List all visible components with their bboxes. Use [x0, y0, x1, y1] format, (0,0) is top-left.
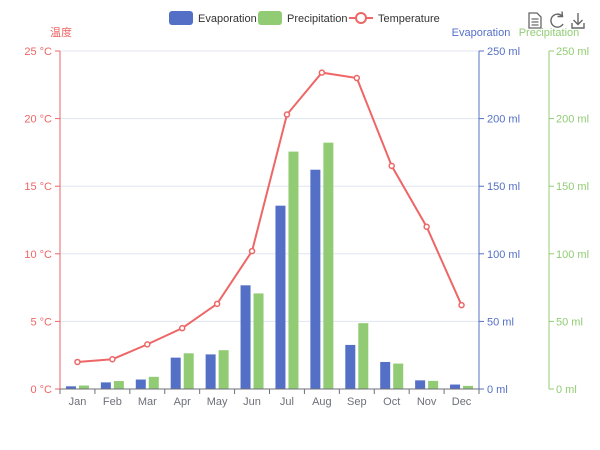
precipitation-tick-label: 250 ml — [556, 46, 589, 58]
point-temperature-apr[interactable] — [178, 324, 186, 332]
x-tick-label: Jun — [243, 396, 261, 408]
bar-precipitation-dec[interactable] — [463, 385, 474, 389]
bar-evaporation-sep[interactable] — [345, 344, 356, 389]
legend-label: Temperature — [378, 13, 440, 25]
temperature-tick-label: 20 °C — [24, 114, 52, 126]
line-series — [74, 69, 465, 366]
precipitation-tick-label: 200 ml — [556, 114, 589, 126]
x-tick-label: May — [207, 396, 228, 408]
x-tick-label: Feb — [103, 396, 122, 408]
x-tick-label: Apr — [174, 396, 191, 408]
legend: Evaporation Precipitation Temperature — [169, 11, 440, 25]
evaporation-tick-label: 0 ml — [487, 384, 508, 396]
axes: 0 °C 5 °C 10 °C 15 °C 20 °C 25 °C 温度 0 ml 50 ml 1… — [24, 25, 589, 408]
data-view-icon[interactable] — [528, 12, 542, 29]
bar-evaporation-jul[interactable] — [275, 205, 286, 389]
x-tick-label: Sep — [347, 396, 367, 408]
restore-icon[interactable] — [550, 11, 564, 28]
precipitation-tick-label: 100 ml — [556, 249, 589, 261]
legend-swatch — [258, 11, 282, 25]
point-temperature-may[interactable] — [213, 300, 221, 308]
bar-precipitation-may[interactable] — [218, 350, 229, 389]
bar-evaporation-aug[interactable] — [310, 169, 321, 389]
evaporation-axis-title: Evaporation — [452, 27, 511, 39]
legend-swatch-marker — [355, 12, 367, 24]
bar-evaporation-jun[interactable] — [240, 285, 251, 389]
point-temperature-feb[interactable] — [109, 356, 116, 363]
temperature-axis-title: 温度 — [50, 25, 72, 39]
bar-precipitation-jul[interactable] — [288, 151, 299, 389]
bar-precipitation-sep[interactable] — [358, 323, 369, 389]
line-temperature — [77, 71, 463, 363]
evaporation-tick-label: 50 ml — [487, 316, 514, 328]
x-tick-label: Mar — [138, 396, 157, 408]
temperature-tick-label: 0 °C — [30, 384, 52, 396]
precipitation-axis-title: Precipitation — [519, 27, 580, 39]
bar-precipitation-apr[interactable] — [183, 353, 194, 389]
bar-evaporation-apr[interactable] — [170, 357, 181, 389]
legend-label: Precipitation — [287, 13, 348, 25]
legend-item-evaporation[interactable]: Evaporation — [169, 11, 257, 25]
point-temperature-dec[interactable] — [458, 301, 465, 309]
legend-label: Evaporation — [198, 13, 257, 25]
point-temperature-sep[interactable] — [353, 74, 361, 82]
point-temperature-jul[interactable] — [283, 111, 291, 118]
toolbox — [528, 11, 585, 29]
x-tick-label: Nov — [417, 396, 437, 408]
evaporation-tick-label: 150 ml — [487, 181, 520, 193]
x-tick-label: Jul — [280, 396, 294, 408]
precipitation-tick-label: 150 ml — [556, 181, 589, 193]
legend-item-precipitation[interactable]: Precipitation — [258, 11, 348, 25]
bar-precipitation-jan[interactable] — [78, 385, 89, 389]
evaporation-tick-label: 200 ml — [487, 114, 520, 126]
precipitation-tick-label: 50 ml — [556, 316, 583, 328]
bar-precipitation-feb[interactable] — [113, 381, 124, 389]
bar-evaporation-oct[interactable] — [380, 361, 391, 389]
evaporation-tick-label: 100 ml — [487, 249, 520, 261]
bar-evaporation-nov[interactable] — [415, 380, 426, 389]
point-temperature-jan[interactable] — [74, 358, 81, 366]
temperature-tick-label: 5 °C — [30, 316, 52, 328]
bar-evaporation-may[interactable] — [205, 354, 216, 389]
x-tick-label: Oct — [383, 396, 400, 408]
bar-evaporation-mar[interactable] — [135, 379, 146, 389]
point-temperature-aug[interactable] — [318, 69, 326, 76]
evaporation-tick-label: 250 ml — [487, 46, 520, 58]
x-tick-label: Dec — [452, 396, 472, 408]
save-as-image-icon[interactable] — [571, 13, 585, 29]
bar-evaporation-feb[interactable] — [100, 382, 111, 389]
bar-evaporation-dec[interactable] — [450, 384, 461, 389]
bar-precipitation-oct[interactable] — [393, 363, 404, 389]
temperature-tick-label: 25 °C — [24, 46, 52, 58]
legend-item-temperature[interactable]: Temperature — [349, 12, 440, 25]
temperature-tick-label: 15 °C — [24, 181, 52, 193]
x-tick-label: Aug — [312, 396, 332, 408]
temperature-tick-label: 10 °C — [24, 249, 52, 261]
bar-precipitation-mar[interactable] — [148, 376, 159, 389]
bar-precipitation-jun[interactable] — [253, 293, 264, 389]
bar-precipitation-aug[interactable] — [323, 142, 334, 389]
precipitation-tick-label: 0 ml — [556, 384, 577, 396]
legend-swatch — [169, 11, 193, 25]
point-temperature-jun[interactable] — [248, 247, 256, 255]
point-temperature-nov[interactable] — [423, 223, 430, 231]
bar-precipitation-nov[interactable] — [428, 380, 439, 389]
point-temperature-oct[interactable] — [388, 162, 395, 170]
bar-series — [65, 142, 474, 389]
x-tick-label: Jan — [69, 396, 87, 408]
point-temperature-mar[interactable] — [144, 341, 151, 348]
bar-evaporation-jan[interactable] — [65, 386, 76, 389]
